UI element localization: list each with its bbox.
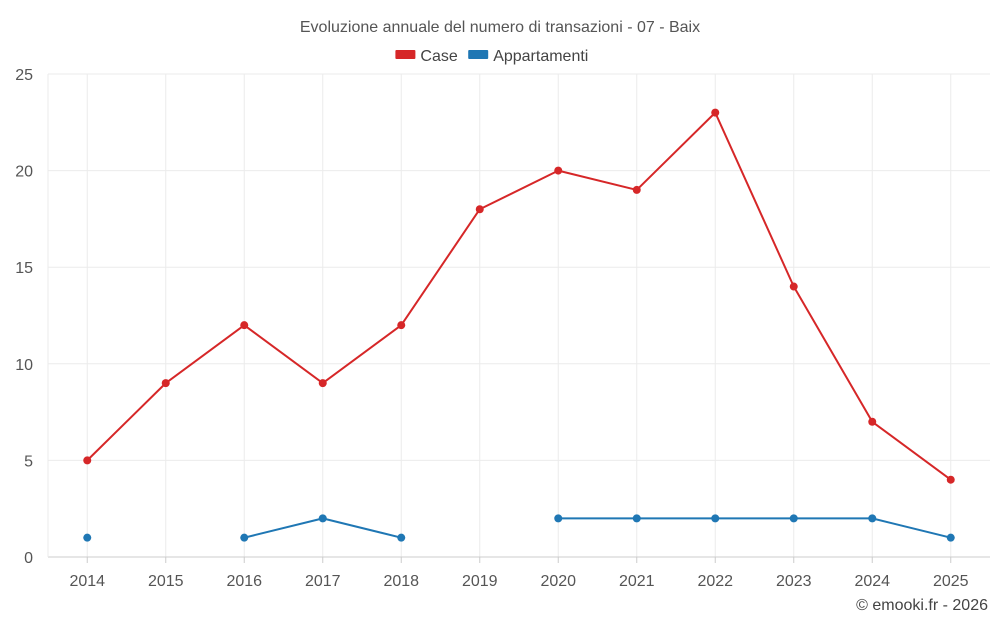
x-tick-label: 2024: [854, 573, 890, 590]
x-tick-label: 2014: [69, 573, 105, 590]
data-point-appartamenti: [554, 514, 563, 523]
y-tick-label: 20: [15, 164, 33, 181]
data-point-appartamenti: [318, 514, 327, 523]
x-tick-label: 2020: [540, 573, 576, 590]
x-tick-label: 2023: [776, 573, 812, 590]
x-tick-label: 2016: [226, 573, 262, 590]
series-line-case: [86, 111, 952, 481]
x-tick-label: 2018: [383, 573, 419, 590]
data-point-appartamenti: [240, 533, 249, 542]
data-point-case: [711, 108, 720, 117]
y-tick-label: 25: [15, 67, 33, 84]
legend-item-case: Case: [395, 48, 458, 65]
y-tick-label: 10: [15, 357, 33, 374]
series-appartamenti: [83, 514, 955, 542]
data-point-case: [475, 205, 484, 214]
legend-label-case: Case: [420, 48, 457, 65]
chart-title: Evoluzione annuale del numero di transaz…: [300, 19, 700, 36]
data-point-appartamenti: [83, 533, 92, 542]
grid: [48, 73, 990, 557]
data-point-case: [83, 456, 92, 465]
data-point-appartamenti: [632, 514, 641, 523]
x-tick-label: 2021: [619, 573, 655, 590]
x-tick-label: 2017: [305, 573, 341, 590]
data-point-case: [240, 321, 249, 330]
y-tick-label: 0: [24, 550, 33, 567]
data-point-appartamenti: [711, 514, 720, 523]
data-point-case: [946, 475, 955, 484]
legend-label-appartamenti: Appartamenti: [493, 48, 588, 65]
credit-text: © emooki.fr - 2026: [856, 597, 988, 614]
x-tick-label: 2019: [462, 573, 498, 590]
data-point-case: [397, 321, 406, 330]
y-tick-label: 15: [15, 260, 33, 277]
data-point-case: [161, 379, 170, 388]
data-point-case: [554, 166, 563, 175]
x-tick-label: 2015: [148, 573, 184, 590]
x-tick-label: 2025: [933, 573, 969, 590]
data-point-appartamenti: [946, 533, 955, 542]
legend-item-appartamenti: Appartamenti: [468, 48, 588, 65]
legend-swatch-case: [395, 50, 416, 59]
series-layer: [83, 108, 955, 542]
data-point-case: [868, 417, 877, 426]
legend-swatch-appartamenti: [468, 50, 489, 59]
data-point-case: [789, 282, 798, 291]
x-tick-label: 2022: [697, 573, 733, 590]
data-point-case: [318, 379, 327, 388]
data-point-appartamenti: [789, 514, 798, 523]
data-point-appartamenti: [397, 533, 406, 542]
legend: Case Appartamenti: [395, 48, 588, 65]
series-case: [83, 108, 955, 484]
data-point-case: [632, 185, 641, 194]
series-line-appartamenti: [558, 517, 951, 539]
y-tick-label: 5: [24, 453, 33, 470]
data-point-appartamenti: [868, 514, 877, 523]
